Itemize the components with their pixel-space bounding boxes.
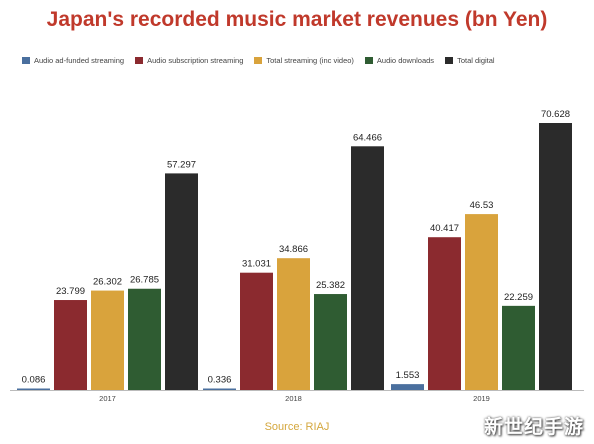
- bar: [240, 272, 273, 390]
- data-label: 25.382: [316, 280, 345, 291]
- bar: [391, 384, 424, 390]
- chart-title: Japan's recorded music market revenues (…: [46, 8, 548, 31]
- bar: [277, 258, 310, 390]
- data-label: 31.031: [242, 259, 271, 270]
- legend-label: Audio ad-funded streaming: [34, 56, 125, 65]
- data-label: 57.297: [167, 159, 196, 170]
- data-label: 26.302: [93, 277, 122, 288]
- data-label: 26.785: [130, 275, 159, 286]
- legend-item: Total digital: [445, 56, 495, 65]
- legend-item: Audio ad-funded streaming: [22, 56, 124, 65]
- legend-label: Audio downloads: [376, 56, 435, 65]
- legend-item: Total streaming (inc video): [254, 56, 354, 65]
- data-label: 34.866: [279, 244, 308, 255]
- legend-item: Audio downloads: [364, 56, 435, 65]
- data-label: 0.086: [22, 375, 46, 386]
- legend-swatch: [135, 57, 144, 64]
- data-label: 70.628: [541, 109, 570, 120]
- legend-swatch: [22, 57, 30, 64]
- legend-label: Audio subscription streaming: [147, 56, 244, 65]
- bar: [91, 290, 124, 390]
- legend-swatch: [445, 57, 454, 64]
- x-tick-label: 2019: [473, 394, 490, 403]
- bar: [128, 288, 161, 390]
- data-label: 64.466: [353, 132, 382, 143]
- bar: [502, 305, 535, 390]
- legend-swatch: [254, 57, 263, 64]
- legend-item: Audio subscription streaming: [135, 56, 243, 65]
- bar: [165, 173, 198, 390]
- watermark-logo: 新世纪手游: [483, 417, 584, 438]
- legend-label: Total streaming (inc video): [266, 56, 354, 65]
- bar: [17, 388, 50, 390]
- data-label: 46.53: [470, 200, 494, 211]
- data-label: 40.417: [430, 223, 459, 234]
- legend-label: Total digital: [457, 56, 495, 65]
- bar: [54, 300, 87, 390]
- bar: [428, 237, 461, 390]
- chart-legend: Audio ad-funded streaming Audio subscript…: [22, 56, 582, 65]
- x-tick-label: 2018: [285, 394, 302, 403]
- bar: [203, 388, 236, 390]
- bar: [314, 294, 347, 390]
- x-tick-label: 2017: [99, 394, 116, 403]
- bar: [351, 146, 384, 390]
- data-label: 1.553: [396, 370, 420, 381]
- legend-swatch: [364, 57, 373, 64]
- bar: [465, 214, 498, 390]
- bar: [539, 123, 572, 390]
- source-note: Source: RIAJ: [264, 421, 330, 433]
- data-label: 23.799: [56, 286, 85, 297]
- data-label: 22.259: [504, 292, 533, 303]
- data-label: 0.336: [208, 375, 232, 386]
